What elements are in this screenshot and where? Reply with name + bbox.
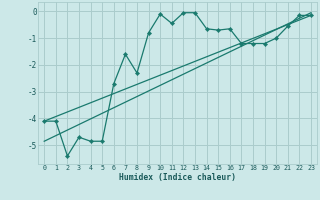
X-axis label: Humidex (Indice chaleur): Humidex (Indice chaleur) xyxy=(119,173,236,182)
